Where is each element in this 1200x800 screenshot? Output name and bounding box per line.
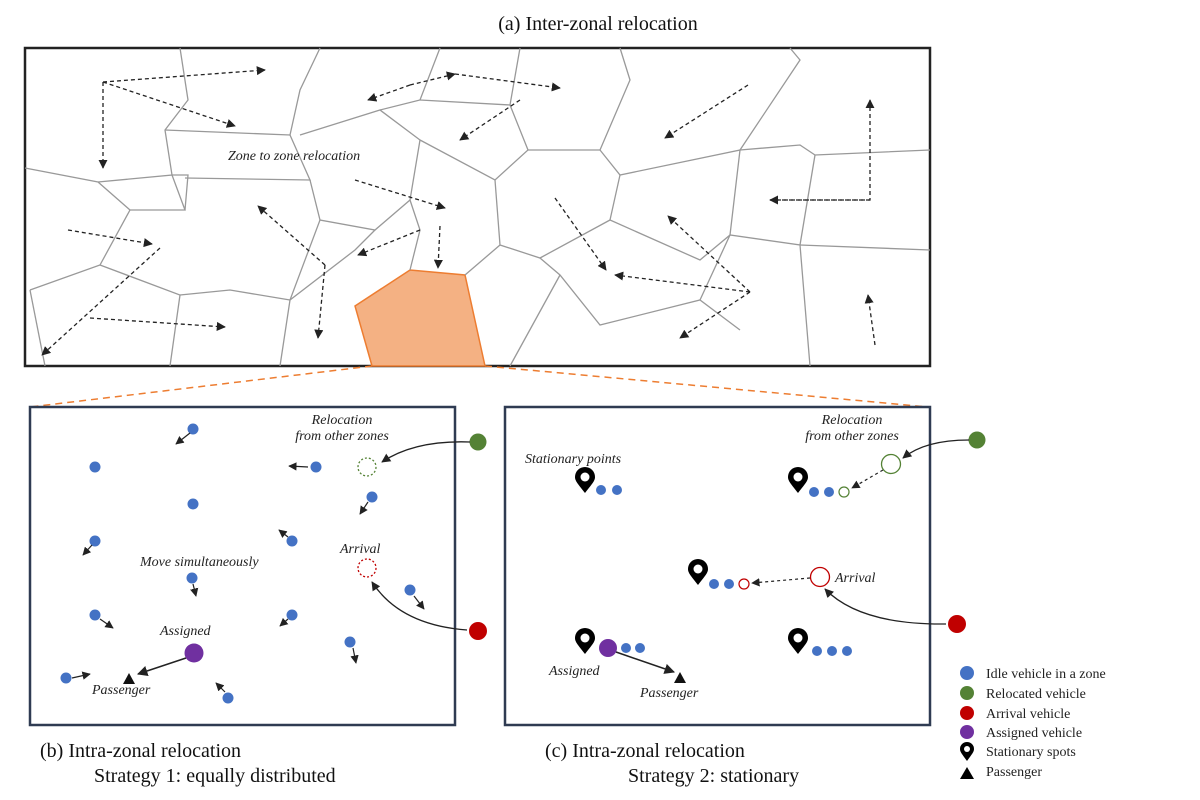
arrival-vehicle-target-b [357, 558, 377, 578]
legend-relocated-label: Relocated vehicle [986, 687, 1086, 702]
stationary-spot-2 [788, 467, 850, 498]
panel-b: Relocation from other zones Arrival Move… [28, 405, 487, 727]
panel-c-frame [503, 405, 932, 727]
idle-vehicle [366, 491, 378, 503]
legend-idle-icon [960, 666, 974, 680]
stationary-spot-4 [575, 628, 645, 657]
zone-map: Zone to zone relocation [23, 46, 932, 368]
label-move-simultaneously: Move simultaneously [139, 555, 259, 570]
relocated-vehicle-incoming-c [968, 431, 986, 449]
legend: Idle vehicle in a zone Relocated vehicle… [960, 666, 1106, 780]
arrival-vehicle-target-c [809, 566, 831, 588]
relocated-vehicle-incoming-b [469, 433, 487, 451]
legend-passenger-icon [960, 767, 974, 779]
idle-vehicle [187, 423, 199, 435]
label-relocation-c-1: Relocation [821, 413, 883, 428]
relocated-vehicle-target-b [357, 457, 377, 477]
idle-vehicle-moves-b [71, 432, 425, 693]
idle-vehicle [89, 609, 101, 621]
caption-c-line1: (c) Intra-zonal relocation [545, 740, 745, 762]
legend-passenger-label: Passenger [986, 765, 1042, 780]
zone-boundaries [24, 47, 931, 367]
stationary-spot-3 [688, 559, 750, 590]
zoom-connector-right [484, 365, 929, 408]
passenger-c [674, 672, 686, 683]
idle-vehicle [724, 579, 734, 589]
legend-arrival-label: Arrival vehicle [986, 707, 1070, 722]
legend-idle-label: Idle vehicle in a zone [986, 667, 1106, 682]
legend-stationary-label: Stationary spots [986, 745, 1076, 760]
idle-vehicle [621, 643, 631, 653]
label-stationary-points: Stationary points [525, 452, 622, 467]
relocation-path-b [381, 441, 471, 463]
idle-vehicle [89, 535, 101, 547]
label-assigned-b: Assigned [159, 624, 212, 639]
arrival-dash-c [751, 577, 811, 587]
relocated-vehicle-slot [838, 486, 850, 498]
legend-relocated-icon [960, 686, 974, 700]
label-arrival-b: Arrival [339, 542, 381, 557]
arrival-vehicle-incoming-b [469, 622, 487, 640]
idle-vehicle [187, 498, 199, 510]
label-relocation-b-1: Relocation [311, 413, 373, 428]
idle-vehicle [809, 487, 819, 497]
relocation-path-c [902, 439, 970, 459]
label-relocation-c-2: from other zones [805, 429, 899, 444]
idle-vehicle [344, 636, 356, 648]
idle-vehicle [89, 461, 101, 473]
arrival-path-b [371, 581, 468, 631]
legend-assigned-icon [960, 725, 974, 739]
label-relocation-b-2: from other zones [295, 429, 389, 444]
caption-a: (a) Inter-zonal relocation [498, 13, 697, 35]
idle-vehicle [827, 646, 837, 656]
legend-arrival-icon [960, 706, 974, 720]
assignment-path-b [137, 657, 187, 676]
idle-vehicle [404, 584, 416, 596]
idle-vehicle [286, 535, 298, 547]
idle-vehicle [709, 579, 719, 589]
zoom-connector-left [29, 365, 373, 408]
label-arrival-c: Arrival [834, 571, 876, 586]
assigned-vehicle-c [599, 639, 617, 657]
idle-vehicle [286, 609, 298, 621]
label-assigned-c: Assigned [548, 664, 601, 679]
idle-vehicle [824, 487, 834, 497]
assignment-path-c [615, 651, 675, 674]
relocation-arrows [41, 66, 876, 356]
zone-map-frame [23, 46, 932, 368]
idle-vehicle [310, 461, 322, 473]
passenger-b [123, 673, 135, 684]
caption-b-line2: Strategy 1: equally distributed [94, 765, 336, 787]
relocated-vehicle-target-c [880, 453, 902, 475]
caption-b-line1: (b) Intra-zonal relocation [40, 740, 241, 762]
stationary-spot-1 [575, 467, 622, 495]
label-passenger-b: Passenger [91, 683, 151, 698]
idle-vehicle [186, 572, 198, 584]
arrival-vehicle-incoming-c [948, 615, 966, 633]
idle-vehicle [812, 646, 822, 656]
legend-assigned-label: Assigned vehicle [986, 726, 1082, 741]
idle-vehicle [842, 646, 852, 656]
idle-vehicle [635, 643, 645, 653]
idle-vehicle [60, 672, 72, 684]
arrival-path-c [824, 588, 947, 625]
legend-map-pin-icon [960, 742, 974, 761]
arrival-vehicle-slot [738, 578, 750, 590]
idle-vehicles-b [60, 423, 416, 704]
caption-c-line2: Strategy 2: stationary [628, 765, 799, 787]
label-passenger-c: Passenger [639, 686, 699, 701]
assigned-vehicle-b [184, 643, 204, 663]
idle-vehicle [596, 485, 606, 495]
label-zone-to-zone: Zone to zone relocation [228, 149, 360, 164]
panel-c: Stationary points Relocation from other … [503, 405, 986, 727]
highlighted-zone [354, 269, 486, 367]
idle-vehicle [612, 485, 622, 495]
idle-vehicle [222, 692, 234, 704]
stationary-spot-5 [788, 628, 852, 656]
